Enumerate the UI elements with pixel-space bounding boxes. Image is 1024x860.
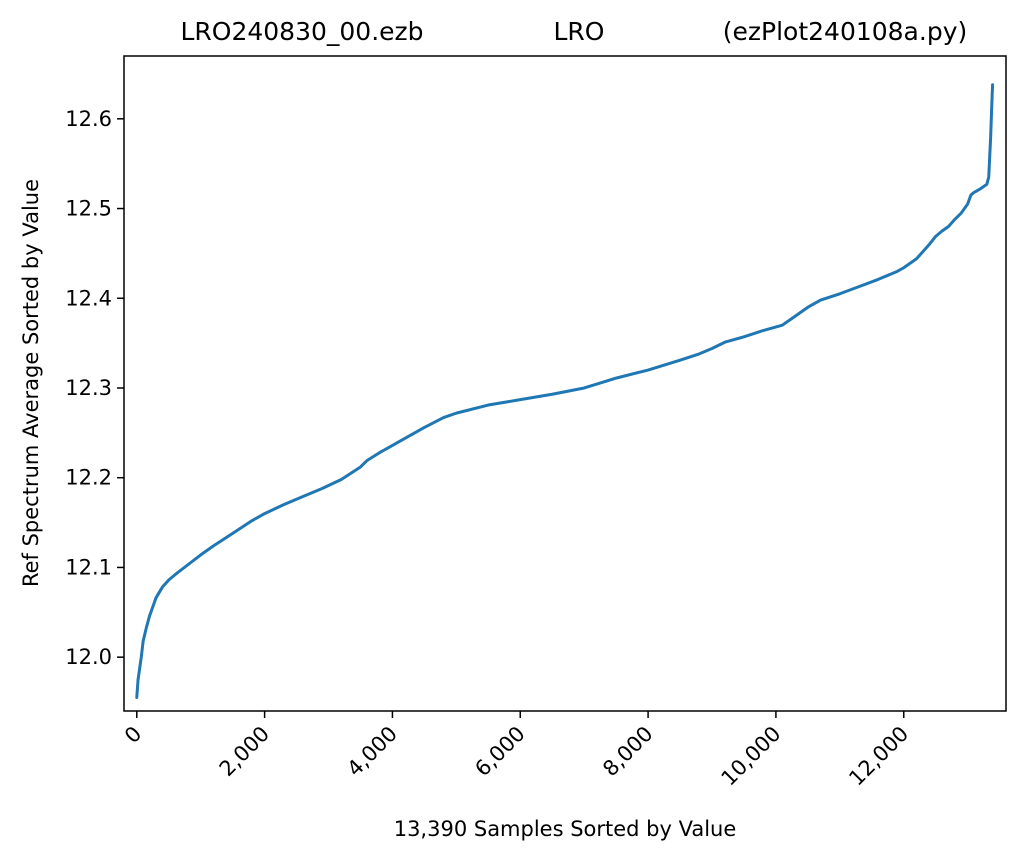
x-tick-label: 2,000 [215,722,274,781]
y-tick-label: 12.4 [65,286,112,310]
x-tick-label: 6,000 [470,722,529,781]
x-tick-label: 10,000 [717,722,786,791]
plot-frame [123,55,1007,712]
title-right: (ezPlot240108a.py) [723,17,968,46]
y-tick-label: 12.6 [65,107,112,131]
y-axis-label: Ref Spectrum Average Sorted by Value [19,179,43,587]
x-axis: 0 2,000 4,000 6,000 8,000 10,000 12,000 [120,711,913,790]
y-tick-label: 12.0 [65,645,112,669]
y-tick-label: 12.2 [65,466,112,490]
plot-layer [135,83,995,700]
series-line-0 [135,83,995,700]
x-tick-label: 0 [120,722,146,748]
title-left: LRO240830_00.ezb [180,17,423,46]
x-tick-label: 4,000 [342,722,401,781]
x-axis-label: 13,390 Samples Sorted by Value [394,817,737,841]
y-tick-label: 12.5 [65,197,112,221]
chart-title: LRO240830_00.ezb LRO (ezPlot240108a.py) [180,17,967,46]
title-center: LRO [554,17,605,46]
y-tick-label: 12.1 [65,555,112,579]
x-tick-label: 12,000 [844,722,913,791]
x-tick-label: 8,000 [598,722,657,781]
y-axis: 12.0 12.1 12.2 12.3 12.4 12.5 12.6 [65,107,124,669]
y-tick-label: 12.3 [65,376,112,400]
